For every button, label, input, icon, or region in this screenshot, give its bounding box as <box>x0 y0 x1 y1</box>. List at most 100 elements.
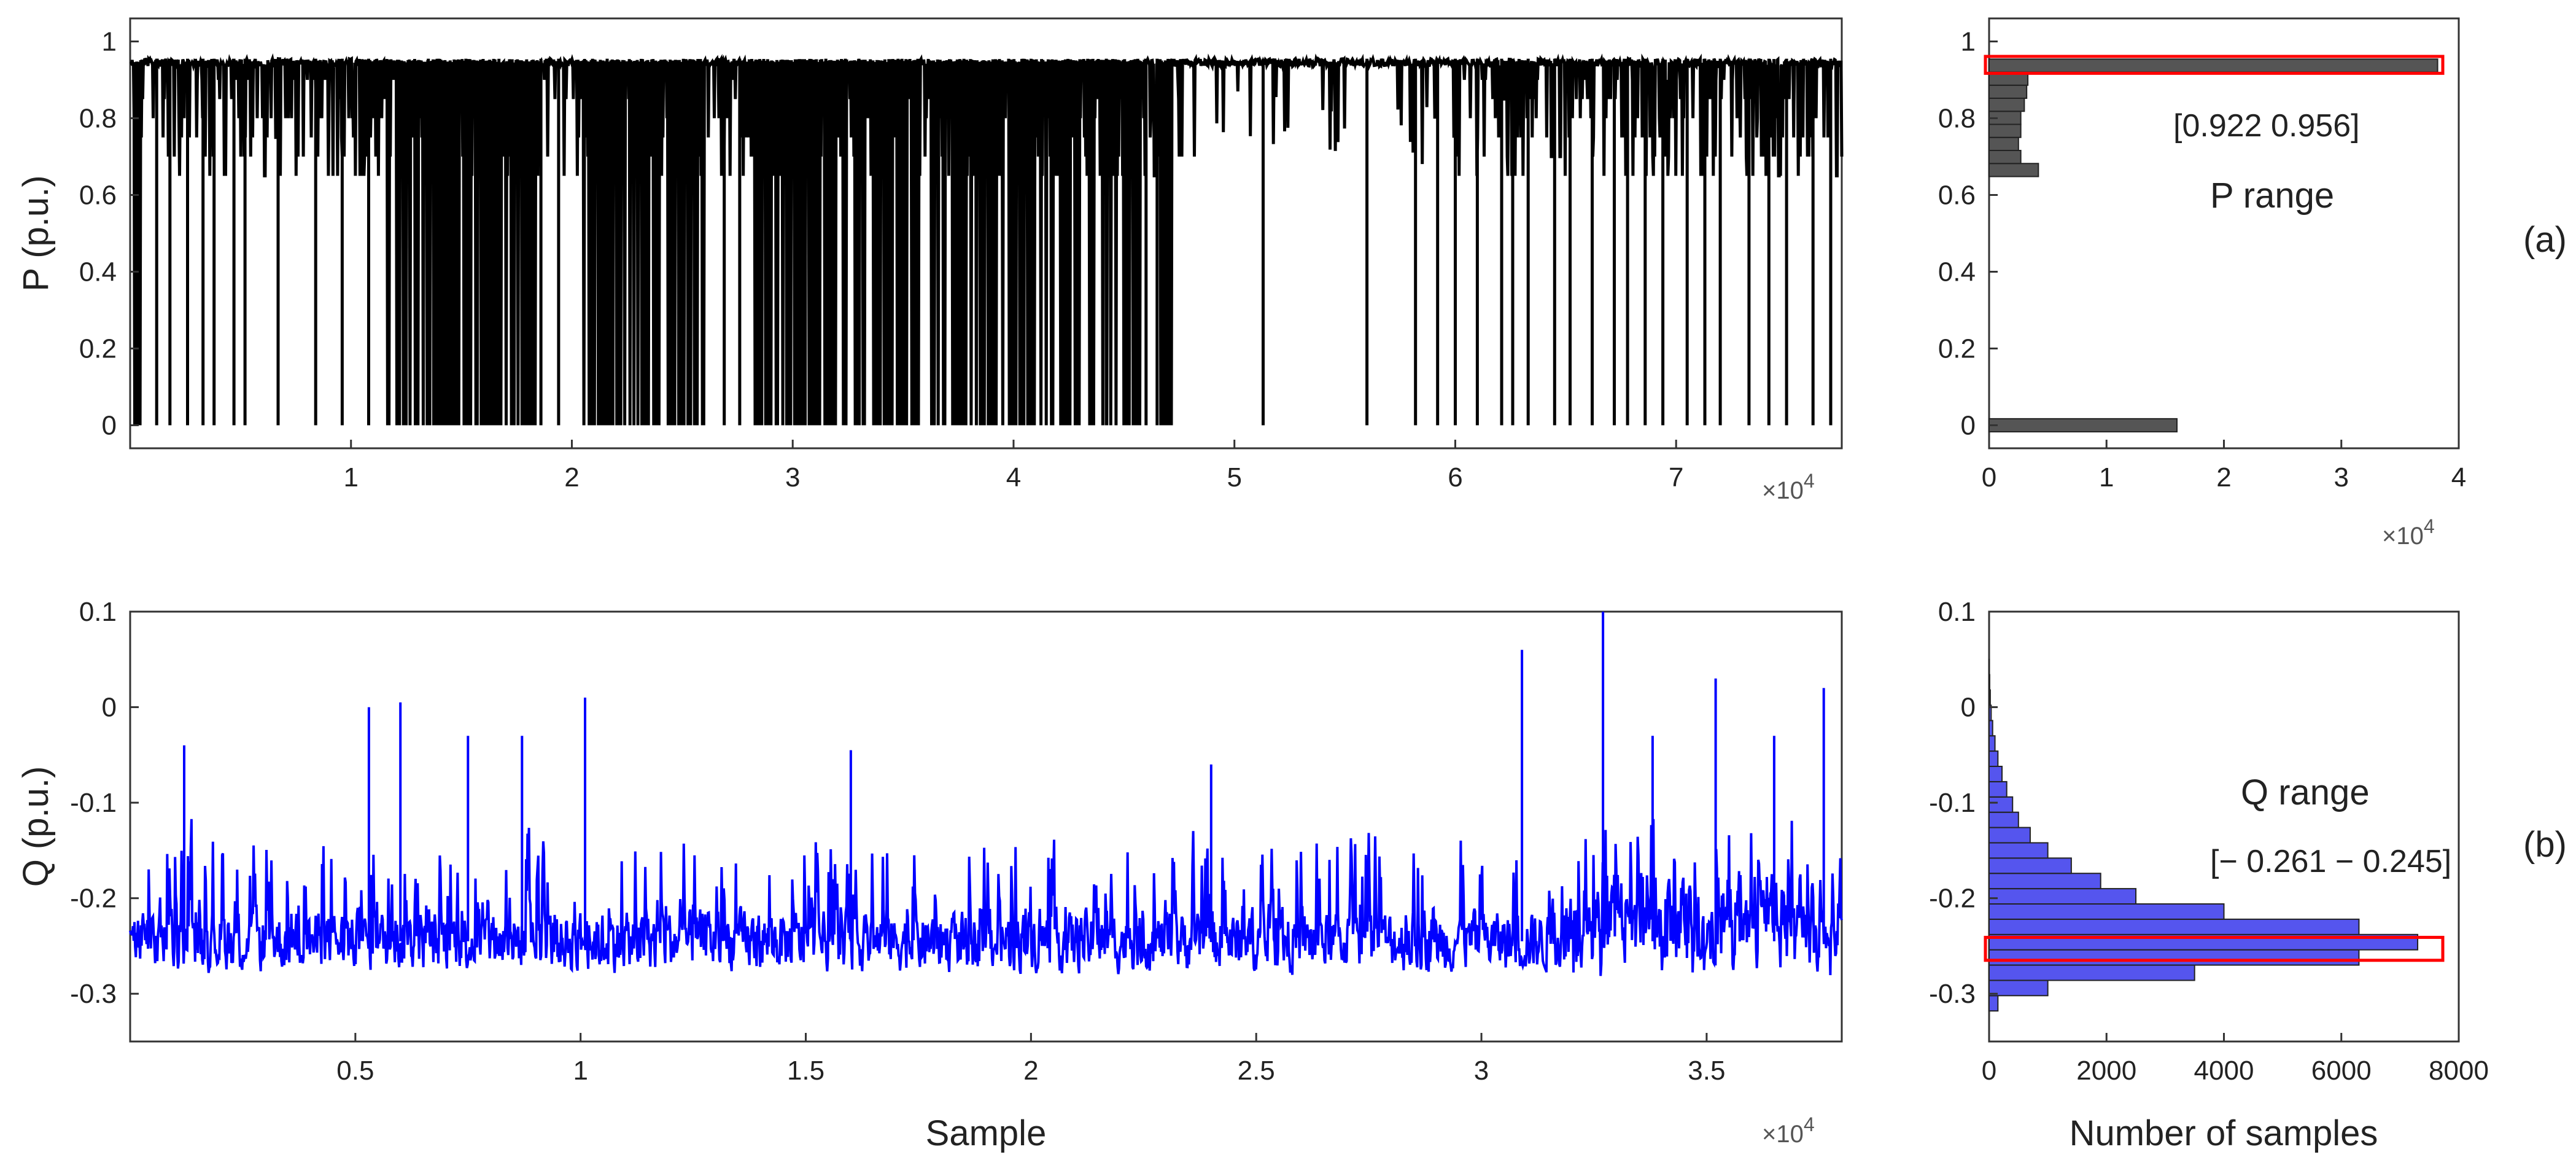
p-range-highlight-box <box>1984 55 2445 75</box>
x-tick-label: 5 <box>1227 462 1241 493</box>
q-histogram-bar <box>1988 949 2360 966</box>
q-histogram-bar <box>1988 903 2225 920</box>
y-tick-label: 0.8 <box>1938 104 1976 134</box>
p-timeseries-ticks: 1 2 3 4 5 6 7 0 0.2 0.4 0.6 0.8 1 <box>79 27 1684 493</box>
y-tick-label: 0 <box>102 411 117 441</box>
panel-label-b: (b) <box>2523 825 2567 865</box>
p-histogram-bar <box>1988 418 2178 433</box>
p-histogram-bar <box>1988 58 2438 73</box>
x-tick-label: 6000 <box>2311 1056 2372 1086</box>
q-range-text: [− 0.261 − 0.245] <box>2210 844 2451 879</box>
y-tick-label: 0.8 <box>79 104 117 134</box>
q-histogram-bar <box>1988 842 2049 859</box>
x-tick-label: 2 <box>1023 1056 1038 1086</box>
y-tick-label: -0.1 <box>1929 788 1976 818</box>
x-tick-label: 1 <box>573 1056 588 1086</box>
q-histogram-bar <box>1988 735 1996 752</box>
y-tick-label: 0.1 <box>1938 597 1976 627</box>
y-tick-label: -0.2 <box>1929 884 1976 914</box>
q-timeseries-frame <box>129 610 1843 1043</box>
y-tick-label: 0.2 <box>79 334 117 364</box>
x-tick-label: 4000 <box>2194 1056 2254 1086</box>
p-histogram-frame <box>1988 17 2460 450</box>
p-range-text: [0.922 0.956] <box>2173 108 2360 144</box>
p-range-annotation: P range <box>2210 176 2334 216</box>
x-tick-label: 3.5 <box>1688 1056 1725 1086</box>
y-tick-label: 0.4 <box>1938 257 1976 287</box>
x-tick-label: 2.5 <box>1238 1056 1275 1086</box>
y-tick-label: 0.6 <box>79 181 117 211</box>
x-tick-label: 7 <box>1669 462 1683 493</box>
y-tick-label: -0.1 <box>70 788 117 818</box>
x-tick-label: 2000 <box>2076 1056 2136 1086</box>
y-tick-label: 1 <box>1961 27 1976 57</box>
y-tick-label: 0.1 <box>79 597 117 627</box>
p-histogram-ticks: 0 1 2 3 4 0 0.2 0.4 0.6 0.8 1 <box>1938 27 2466 493</box>
x-tick-label: 3 <box>2334 462 2349 493</box>
p-histogram-bar <box>1988 123 2022 138</box>
q-series-line <box>129 612 1843 976</box>
q-x-exponent: ×104 <box>1762 1113 1815 1148</box>
q-histogram-bar <box>1988 720 1993 737</box>
p-series-line <box>130 53 1844 426</box>
p-timeseries-panel: 1 2 3 4 5 6 7 0 0.2 0.4 0.6 0.8 1 P (p.u.) ×104 <box>16 17 1844 504</box>
q-ylabel: Q (p.u.) <box>16 766 56 887</box>
q-histogram-bar <box>1988 796 2014 813</box>
q-histogram-bar <box>1988 857 2072 874</box>
q-histogram-bar <box>1988 995 1999 1012</box>
p-histogram-bar <box>1988 150 2022 165</box>
p-histogram-panel: 0 1 2 3 4 0 0.2 0.4 0.6 0.8 1 [0.922 0.956] P rang… <box>1938 17 2567 550</box>
y-tick-label: 0 <box>102 693 117 723</box>
x-tick-label: 8000 <box>2429 1056 2489 1086</box>
q-histogram-bar <box>1988 964 2195 981</box>
q-timeseries-ticks: 0.5 1 1.5 2 2.5 3 3.5 -0.3 -0.2 -0.1 0 0.1 <box>70 597 1725 1086</box>
p-histogram-bar <box>1988 84 2028 99</box>
panel-label-a: (a) <box>2523 220 2567 260</box>
y-tick-label: 0.2 <box>1938 334 1976 364</box>
q-range-annotation: Q range <box>2241 773 2370 812</box>
p-histogram-bar <box>1988 163 2039 177</box>
q-histogram-bar <box>1988 674 1990 691</box>
y-tick-label: -0.2 <box>70 884 117 914</box>
q-hist-xlabel: Number of samples <box>2070 1113 2378 1153</box>
p-ylabel: P (p.u.) <box>16 175 56 291</box>
q-histogram-panel: 0 2000 4000 6000 8000 -0.3 -0.2 -0.1 0 0.1 Q rang… <box>1929 597 2567 1153</box>
y-tick-label: -0.3 <box>70 979 117 1009</box>
x-tick-label: 1 <box>2099 462 2114 493</box>
q-histogram-ticks: 0 2000 4000 6000 8000 -0.3 -0.2 -0.1 0 0.1 <box>1929 597 2489 1086</box>
p-histogram-bars <box>1988 58 2438 433</box>
q-histogram-bar <box>1988 979 2049 997</box>
q-histogram-bars <box>1988 658 2419 1012</box>
p-hist-x-exponent: ×104 <box>2382 515 2435 550</box>
y-tick-label: 1 <box>102 27 117 57</box>
p-x-exponent: ×104 <box>1762 470 1815 504</box>
x-tick-label: 3 <box>785 462 800 493</box>
q-histogram-bar <box>1988 781 2008 798</box>
x-tick-label: 2 <box>564 462 579 493</box>
q-range-highlight-box <box>1984 935 2445 962</box>
y-tick-label: -0.3 <box>1929 979 1976 1009</box>
q-xlabel: Sample <box>926 1113 1047 1153</box>
x-tick-label: 0 <box>1982 1056 1996 1086</box>
q-histogram-bar <box>1988 827 2031 844</box>
p-histogram-bar <box>1988 98 2025 112</box>
y-tick-label: 0.6 <box>1938 181 1976 211</box>
q-timeseries-panel: 0.5 1 1.5 2 2.5 3 3.5 -0.3 -0.2 -0.1 0 0.1 Q (p.u.)… <box>16 597 1843 1153</box>
q-histogram-bar <box>1988 873 2101 890</box>
x-tick-label: 1 <box>343 462 358 493</box>
q-histogram-bar <box>1988 888 2137 905</box>
p-histogram-bar <box>1988 136 2019 151</box>
x-tick-label: 4 <box>2451 462 2466 493</box>
q-histogram-bar <box>1988 766 2003 782</box>
x-tick-label: 2 <box>2216 462 2231 493</box>
q-histogram-bar <box>1988 811 2019 828</box>
x-tick-label: 0.5 <box>336 1056 374 1086</box>
q-histogram-bar <box>1988 689 1991 706</box>
x-tick-label: 1.5 <box>787 1056 824 1086</box>
y-tick-label: 0 <box>1961 411 1976 441</box>
x-tick-label: 3 <box>1474 1056 1489 1086</box>
q-histogram-bar <box>1988 750 1999 767</box>
x-tick-label: 6 <box>1448 462 1462 493</box>
y-tick-label: 0 <box>1961 693 1976 723</box>
